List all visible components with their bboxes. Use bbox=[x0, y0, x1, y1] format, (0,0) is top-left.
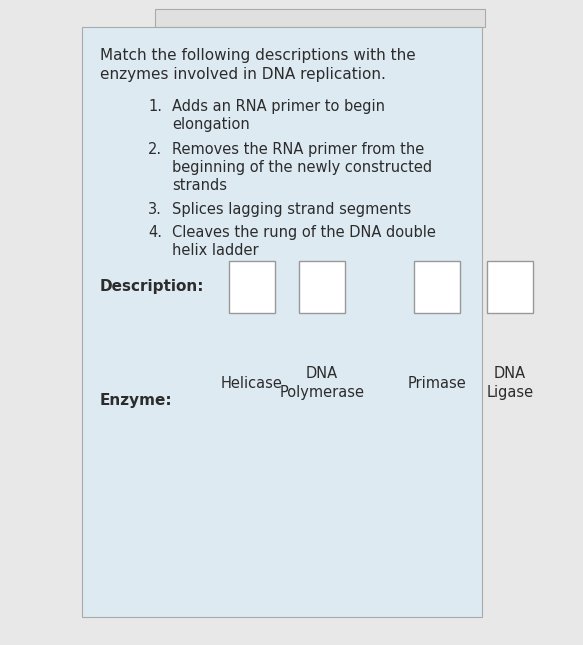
Text: DNA: DNA bbox=[494, 366, 526, 381]
Text: beginning of the newly constructed: beginning of the newly constructed bbox=[172, 160, 432, 175]
Text: Match the following descriptions with the: Match the following descriptions with th… bbox=[100, 48, 416, 63]
Text: Enzyme:: Enzyme: bbox=[100, 393, 173, 408]
Text: Adds an RNA primer to begin: Adds an RNA primer to begin bbox=[172, 99, 385, 114]
Text: elongation: elongation bbox=[172, 117, 250, 132]
Text: Ligase: Ligase bbox=[486, 386, 533, 401]
Text: 4.: 4. bbox=[148, 225, 162, 240]
Text: Removes the RNA primer from the: Removes the RNA primer from the bbox=[172, 142, 424, 157]
Text: strands: strands bbox=[172, 178, 227, 193]
Text: 2.: 2. bbox=[148, 142, 162, 157]
Text: Cleaves the rung of the DNA double: Cleaves the rung of the DNA double bbox=[172, 225, 436, 240]
Text: Description:: Description: bbox=[100, 279, 205, 295]
Text: Helicase: Helicase bbox=[221, 375, 283, 390]
Text: enzymes involved in DNA replication.: enzymes involved in DNA replication. bbox=[100, 67, 386, 82]
Bar bbox=[155, 9, 485, 27]
Text: 3.: 3. bbox=[148, 202, 162, 217]
Text: helix ladder: helix ladder bbox=[172, 243, 259, 258]
Bar bbox=[299, 261, 345, 313]
Text: Primase: Primase bbox=[408, 375, 466, 390]
Text: DNA: DNA bbox=[306, 366, 338, 381]
Text: Splices lagging strand segments: Splices lagging strand segments bbox=[172, 202, 411, 217]
Bar bbox=[487, 261, 533, 313]
Text: Polymerase: Polymerase bbox=[279, 386, 364, 401]
Text: 1.: 1. bbox=[148, 99, 162, 114]
Bar bbox=[82, 27, 482, 617]
Bar bbox=[229, 261, 275, 313]
Bar bbox=[414, 261, 460, 313]
